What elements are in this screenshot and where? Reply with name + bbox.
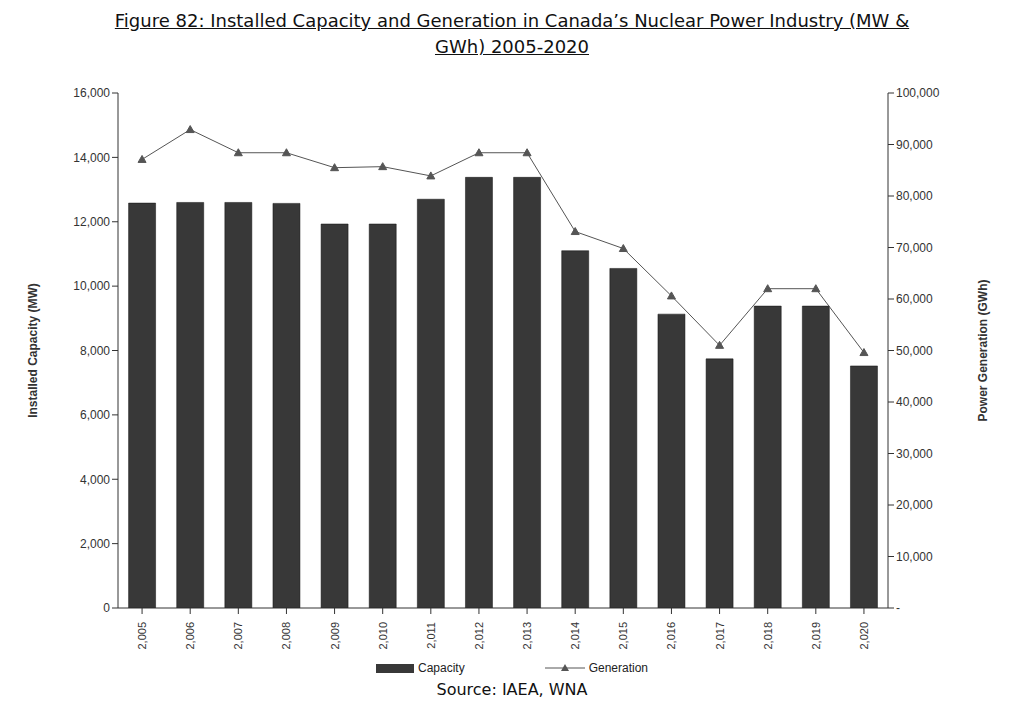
svg-text:90,000: 90,000 [896,138,933,152]
svg-text:2,019: 2,019 [810,622,822,650]
svg-text:Installed Capacity (MW): Installed Capacity (MW) [26,283,40,418]
svg-text:14,000: 14,000 [73,151,110,165]
svg-text:20,000: 20,000 [896,498,933,512]
svg-text:16,000: 16,000 [73,86,110,100]
svg-text:10,000: 10,000 [896,550,933,564]
svg-text:2,005: 2,005 [136,622,148,650]
svg-text:2,015: 2,015 [617,622,629,650]
svg-text:2,000: 2,000 [80,537,110,551]
svg-text:6,000: 6,000 [80,408,110,422]
svg-text:2,013: 2,013 [521,622,533,650]
svg-text:2,016: 2,016 [665,622,677,650]
svg-text:2,011: 2,011 [425,622,437,649]
html-text:Generation: Generation [588,661,648,675]
svg-text:12,000: 12,000 [73,215,110,229]
svg-text:2,017: 2,017 [714,622,726,650]
svg-text:0: 0 [103,601,110,615]
svg-text:10,000: 10,000 [73,279,110,293]
svg-text:2,014: 2,014 [569,622,581,650]
html-text:Capacity: Capacity [418,661,465,675]
svg-text:40,000: 40,000 [896,395,933,409]
svg-text:30,000: 30,000 [896,447,933,461]
svg-text:Power Generation (GWh): Power Generation (GWh) [976,279,990,421]
svg-text:2,006: 2,006 [184,622,196,650]
svg-text:8,000: 8,000 [80,344,110,358]
svg-text:-: - [896,601,900,615]
svg-text:2,020: 2,020 [858,622,870,650]
svg-text:2,009: 2,009 [329,622,341,650]
svg-text:2,018: 2,018 [762,622,774,650]
svg-text:70,000: 70,000 [896,241,933,255]
svg-text:2,010: 2,010 [377,622,389,650]
svg-text:2,007: 2,007 [232,622,244,650]
svg-text:4,000: 4,000 [80,473,110,487]
svg-text:80,000: 80,000 [896,189,933,203]
svg-text:2,012: 2,012 [473,622,485,650]
svg-text:50,000: 50,000 [896,344,933,358]
html-text:Figure 82: Installed Capacity: Figure 82: Installed Capacity and Genera… [114,10,910,57]
svg-text:100,000: 100,000 [896,86,940,100]
svg-text:2,008: 2,008 [280,622,292,650]
svg-text:60,000: 60,000 [896,292,933,306]
html-text:Source: IAEA, WNA: Source: IAEA, WNA [436,680,588,699]
